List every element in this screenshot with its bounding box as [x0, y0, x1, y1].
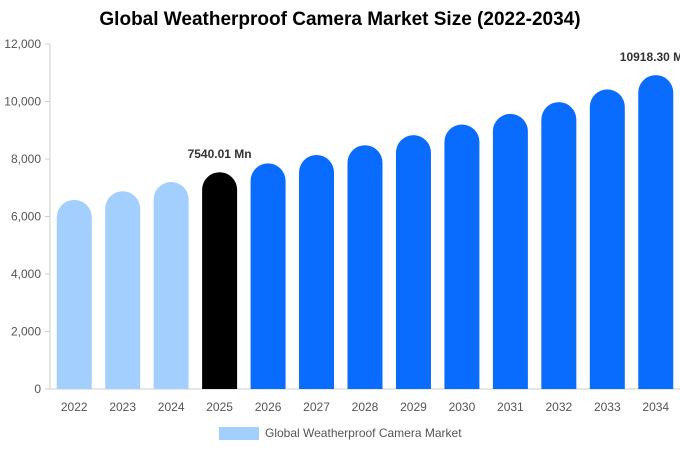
- x-tick-label: 2025: [206, 400, 233, 414]
- legend-swatch: [219, 426, 259, 440]
- x-tick-label: 2028: [352, 400, 379, 414]
- x-tick-label: 2034: [642, 400, 669, 414]
- y-tick-label: 10,000: [4, 95, 41, 109]
- y-tick-label: 0: [34, 382, 41, 396]
- x-axis: 2022 2023 2024 2025 2026 2027 2028 2029 2030 2031…: [50, 388, 680, 414]
- data-labels: 7540.01 Mn 10918.30 Mn: [188, 50, 680, 161]
- legend: Global Weatherproof Camera Market: [219, 425, 462, 441]
- x-tick-label: 2031: [497, 400, 524, 414]
- bar: [250, 163, 286, 389]
- x-tick-label: 2024: [158, 400, 185, 414]
- x-tick-label: 2030: [449, 400, 476, 414]
- x-tick-label: 2022: [61, 400, 88, 414]
- bar: [153, 182, 189, 389]
- bar: [444, 124, 480, 389]
- bar-series: [56, 75, 674, 390]
- data-label: 7540.01 Mn: [188, 147, 252, 161]
- bar: [589, 89, 625, 390]
- x-tick-label: 2032: [545, 400, 572, 414]
- bar: [492, 113, 528, 390]
- y-tick-label: 12,000: [4, 37, 41, 51]
- x-tick-label: 2033: [594, 400, 621, 414]
- y-axis: 0 2,000 4,000 6,000 8,000 10,000 12,000: [4, 37, 51, 396]
- bar: [202, 172, 238, 389]
- x-tick-label: 2023: [109, 400, 136, 414]
- y-tick-label: 2,000: [11, 325, 41, 339]
- bar: [299, 154, 335, 389]
- bar: [638, 75, 674, 389]
- legend-label: Global Weatherproof Camera Market: [265, 426, 462, 440]
- bar: [541, 102, 577, 389]
- x-tick-label: 2027: [303, 400, 330, 414]
- y-tick-label: 6,000: [11, 210, 41, 224]
- bar: [395, 135, 431, 389]
- chart-title: Global Weatherproof Camera Market Size (…: [99, 9, 581, 30]
- bar: [105, 191, 141, 389]
- data-label: 10918.30 Mn: [620, 50, 680, 64]
- y-tick-label: 4,000: [11, 267, 41, 281]
- bar: [347, 145, 383, 389]
- x-tick-label: 2026: [255, 400, 282, 414]
- bar: [56, 199, 92, 389]
- x-tick-label: 2029: [400, 400, 427, 414]
- y-tick-label: 8,000: [11, 152, 41, 166]
